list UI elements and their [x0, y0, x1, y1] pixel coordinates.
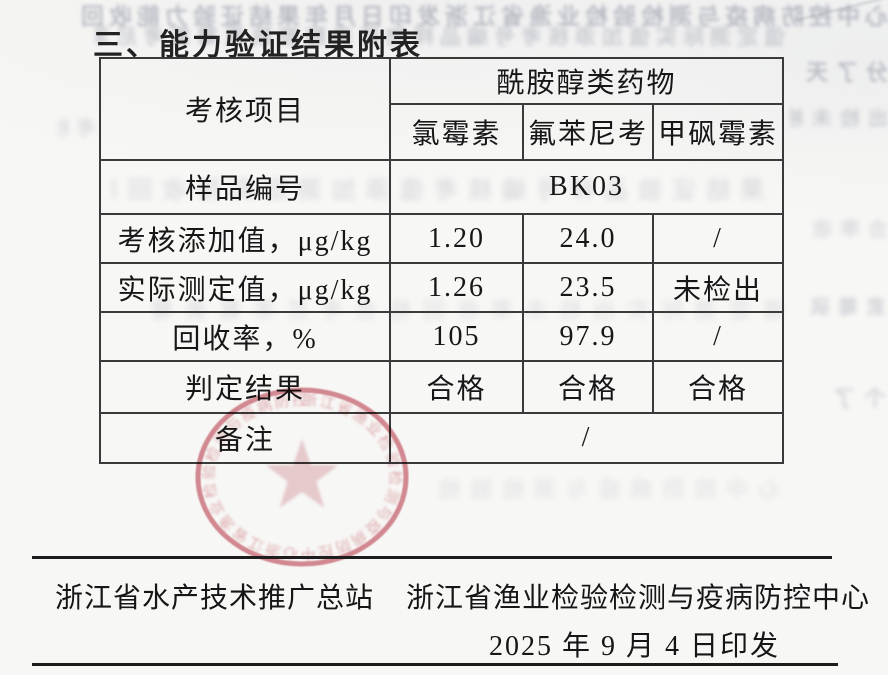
table-row: 判定结果 合格 合格 合格: [99, 360, 784, 414]
cell-value: 23.5: [522, 262, 654, 313]
remarks-value: /: [389, 412, 784, 464]
cell-value: 合格: [389, 360, 524, 414]
table-row: 考核添加值，μg/kg 1.20 24.0 /: [99, 213, 784, 264]
cell-value: /: [652, 213, 784, 264]
bleed-through-text: 合率收: [804, 219, 888, 241]
row-label-judgement: 判定结果: [99, 360, 391, 414]
footer-top-rule: [32, 556, 832, 559]
table-corner-header: 考核项目: [99, 57, 391, 161]
row-label-measured-value: 实际测定值，μg/kg: [99, 262, 391, 313]
column-header-chloramphenicol: 氯霉素: [389, 103, 524, 161]
bleed-through-text: 出检未格: [790, 108, 888, 130]
footer-issue-date: 2025 年 9 月 4 日印发: [489, 631, 781, 662]
bleed-through-text: 素霉砜: [802, 297, 886, 319]
cell-value: 合格: [522, 360, 654, 414]
table-row: 实际测定值，μg/kg 1.26 23.5 未检出: [99, 262, 784, 313]
table-group-header: 酰胺醇类药物: [389, 57, 784, 105]
row-label-recovery-rate: 回收率，%: [99, 311, 391, 362]
footer-organizations: 浙江省水产技术推广总站 浙江省渔业检验检测与疫病防控中心: [55, 576, 869, 616]
cell-value: 105: [389, 311, 524, 362]
footer-org-right: 浙江省渔业检验检测与疫病防控中心: [406, 583, 871, 614]
paper-crease: [795, 0, 888, 51]
footer-bottom-rule: [32, 663, 838, 666]
column-header-thiamphenicol: 甲砜霉素: [652, 103, 784, 161]
sample-id-value: BK03: [389, 159, 784, 215]
row-label-remarks: 备注: [99, 412, 391, 464]
cell-value: 24.0: [522, 213, 654, 264]
cell-value: 1.26: [389, 262, 524, 313]
results-table: 考核项目 酰胺醇类药物 氯霉素 氟苯尼考 甲砜霉素 样品编号 BK03 考核添加…: [99, 57, 784, 464]
footer-org-left: 浙江省水产技术推广总站: [55, 583, 375, 614]
row-label-spiked-value: 考核添加值，μg/kg: [99, 213, 391, 264]
cell-value: 97.9: [522, 311, 654, 362]
bleed-through-text: 考核: [58, 118, 96, 140]
table-row: 回收率，% 105 97.9 /: [99, 311, 784, 362]
column-header-florfenicol: 氟苯尼考: [522, 103, 654, 161]
bleed-through-text: 心中控防病疫与测检验检: [427, 477, 780, 502]
cell-value: 合格: [652, 360, 784, 414]
cell-value: 未检出: [652, 262, 784, 313]
table-row: 备注 /: [99, 412, 784, 464]
cell-value: /: [652, 311, 784, 362]
row-label-sample-id: 样品编号: [99, 159, 391, 215]
bleed-through-text: 个了: [823, 386, 886, 411]
cell-value: 1.20: [389, 213, 524, 264]
section-title: 三、能力验证结果附表: [93, 29, 423, 62]
table-row: 样品编号 BK03: [99, 159, 784, 215]
bleed-through-text: 分了天: [797, 60, 888, 85]
